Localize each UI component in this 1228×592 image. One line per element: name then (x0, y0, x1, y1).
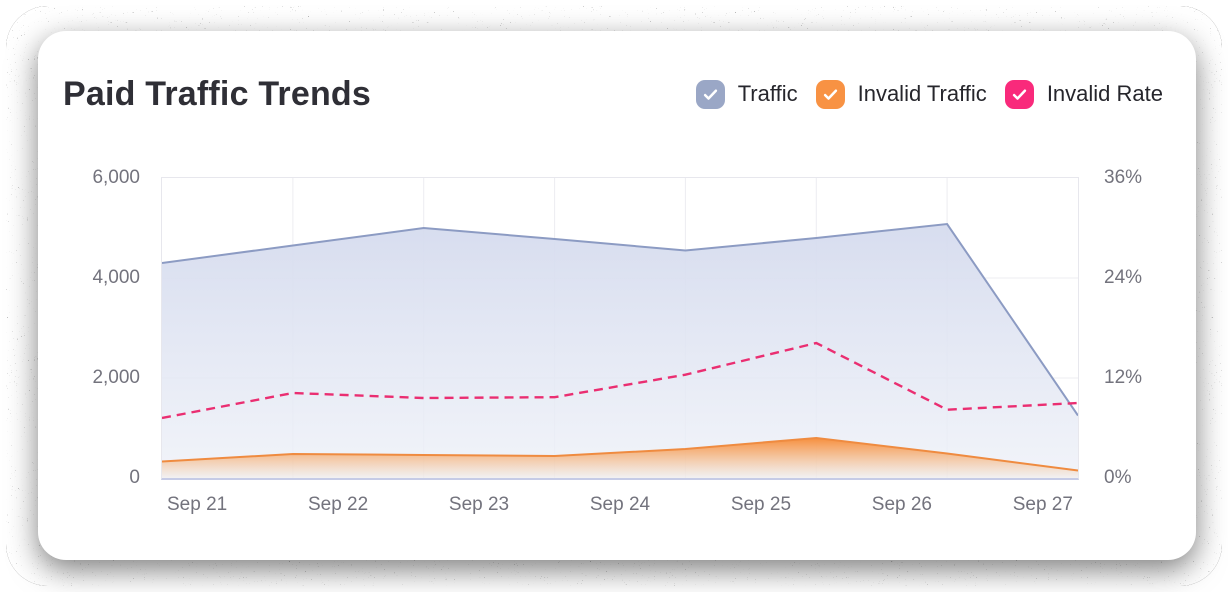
legend-label-traffic: Traffic (737, 81, 798, 106)
y-axis-left: 6,000 4,000 2,000 0 (52, 167, 140, 488)
x-axis-label: Sep 27 (1012, 494, 1073, 515)
legend: Traffic Invalid Traffic Invalid Rate (695, 79, 1163, 109)
legend-checkbox-invalid-rate[interactable] (1004, 79, 1034, 109)
y-axis-right: 36% 24% 12% 0% (1104, 167, 1184, 488)
page-title: Paid Traffic Trends (63, 75, 372, 113)
y-axis-right-label: 0% (1104, 467, 1132, 488)
y-axis-right-label: 36% (1104, 167, 1143, 188)
x-axis-label: Sep 22 (307, 494, 369, 515)
invalid-traffic-area (162, 438, 1078, 478)
traffic-line (162, 222, 1078, 417)
x-axis-label: Sep 21 (167, 494, 228, 515)
card: Paid Traffic Trends Traffic Invalid Traf… (38, 31, 1196, 560)
x-axis: Sep 21 Sep 22 Sep 23 Sep 24 Sep 25 Sep 26 Sep … (167, 493, 1073, 517)
legend-label-invalid-traffic: Invalid Traffic (857, 81, 987, 106)
legend-item-traffic[interactable]: Traffic (695, 79, 798, 109)
checkmark-icon (823, 88, 837, 100)
invalid-rate-line (162, 341, 1078, 420)
x-axis-label: Sep 24 (589, 494, 651, 515)
checkmark-icon (1012, 88, 1026, 100)
legend-label-invalid-rate: Invalid Rate (1046, 81, 1163, 106)
x-axis-label: Sep 25 (730, 494, 792, 515)
legend-item-invalid-traffic[interactable]: Invalid Traffic (815, 79, 987, 109)
checkmark-icon (703, 88, 717, 100)
chart-plot (161, 177, 1079, 480)
y-axis-right-label: 24% (1104, 267, 1143, 288)
y-axis-left-label: 2,000 (92, 367, 140, 388)
y-axis-right-label: 12% (1104, 367, 1143, 388)
x-axis-label: Sep 23 (448, 494, 510, 515)
invalid-traffic-line (162, 436, 1078, 472)
paid-traffic-chart (162, 178, 1078, 478)
y-axis-left-label: 4,000 (92, 267, 140, 288)
y-axis-left-label: 0 (129, 467, 140, 488)
y-axis-left-label: 6,000 (92, 167, 140, 188)
x-axis-label: Sep 26 (871, 494, 932, 515)
traffic-area (162, 224, 1078, 478)
legend-checkbox-invalid-traffic[interactable] (815, 79, 845, 109)
legend-item-invalid-rate[interactable]: Invalid Rate (1004, 79, 1163, 109)
legend-checkbox-traffic[interactable] (695, 79, 725, 109)
